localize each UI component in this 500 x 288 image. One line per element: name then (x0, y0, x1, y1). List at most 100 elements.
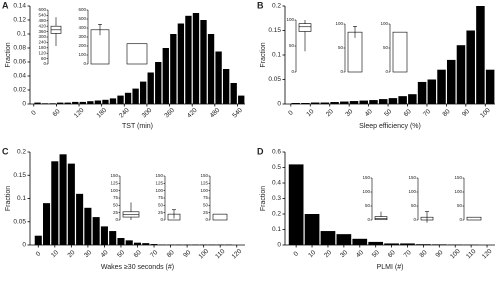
panel-label: B (257, 0, 264, 10)
x-tick-label: 70 (422, 108, 432, 118)
x-tick-label: 50 (371, 249, 381, 259)
x-tick-label: 50 (116, 249, 126, 259)
histogram-bar (84, 207, 92, 245)
y-tick-label: 0.5 (272, 164, 281, 171)
x-tick-label: 30 (344, 108, 354, 118)
inset-tick-label: 150 (155, 173, 163, 178)
inset-tick-label: 150 (110, 173, 118, 178)
histogram-bar (72, 101, 79, 104)
histogram-bar (57, 102, 64, 104)
histogram-bar (124, 92, 132, 104)
inset-tick-label: 200 (78, 43, 86, 48)
histogram-bar (139, 81, 147, 104)
inset-tick-label: 50 (338, 45, 344, 50)
x-tick-label: 20 (66, 249, 76, 259)
y-tick-label: 0.05 (13, 218, 26, 225)
panel-label: D (257, 146, 264, 156)
inset-tick-label: 100 (454, 189, 462, 194)
x-tick-label: 90 (434, 249, 444, 259)
histogram-bar (485, 69, 495, 104)
x-axis-title: PLMI (#) (377, 264, 404, 271)
histogram-bar (133, 242, 142, 245)
inset-tick-label: 0 (115, 217, 118, 222)
y-tick-label: 0.4 (272, 180, 281, 187)
inset-tick-label: 300 (78, 34, 86, 39)
inset-tick-label: 300 (38, 34, 46, 39)
x-tick-label: 30 (83, 249, 93, 259)
x-tick-label: 420 (186, 107, 199, 120)
x-tick-label: 40 (364, 108, 374, 118)
histogram-bar (87, 101, 94, 104)
x-tick-label: 100 (479, 107, 492, 120)
inset-tick-label: 25 (113, 210, 119, 215)
x-tick-label: 110 (465, 248, 478, 261)
inset-tick-label: 0 (291, 69, 294, 74)
x-tick-label: 40 (100, 249, 110, 259)
y-tick-label: 0.05 (268, 76, 281, 83)
inset-tick-label: 500 (78, 16, 86, 21)
inset-bar (466, 216, 482, 221)
x-tick-label: 480 (209, 107, 222, 120)
inset-tick-label: 100 (200, 188, 208, 193)
inset-tick-label: 75 (158, 195, 164, 200)
histogram-bar (109, 98, 117, 104)
inset-tick-label: 75 (113, 195, 119, 200)
histogram-bar (369, 100, 378, 104)
histogram-bar (349, 101, 359, 104)
histogram-bar (150, 244, 158, 245)
histogram-bar (456, 45, 466, 104)
inset-bar (126, 43, 148, 65)
inset-tick-label: 50 (457, 203, 463, 208)
inset-tick-label: 0 (205, 217, 208, 222)
inset-tick-label: 50 (113, 203, 119, 208)
histogram-bar (301, 103, 310, 104)
inset-tick-label: 600 (38, 7, 46, 12)
histogram-bar (320, 231, 336, 245)
x-tick-label: 120 (231, 248, 244, 261)
x-tick-label: 120 (73, 107, 86, 120)
y-tick-label: 0.6 (272, 149, 281, 156)
histogram-bar (336, 234, 352, 245)
x-tick-label: 40 (355, 249, 365, 259)
box-body (374, 216, 388, 221)
histogram-bar (378, 99, 388, 104)
x-tick-label: 540 (231, 107, 244, 120)
y-axis-title: Fraction (5, 42, 12, 67)
histogram-bar (100, 226, 108, 245)
histogram-bar (330, 102, 339, 104)
inset-tick-label: 50 (411, 203, 417, 208)
y-axis-title: Fraction (5, 186, 12, 211)
inset-tick-label: 100 (286, 17, 294, 22)
y-tick-label: 0.08 (13, 45, 26, 52)
y-axis-title: Fraction (260, 42, 267, 67)
histogram-bar (230, 83, 237, 104)
histogram-bar (67, 163, 75, 245)
x-axis-title: TST (min) (122, 123, 153, 130)
inset-bar (392, 31, 408, 73)
histogram-bar (94, 100, 102, 104)
inset-tick-label: 50 (289, 43, 295, 48)
histogram-bar (117, 238, 125, 245)
histogram-bar (117, 95, 124, 104)
histogram-bar (76, 193, 84, 245)
inset-bar (347, 31, 363, 73)
histogram-bar (192, 13, 200, 104)
y-tick-label: 0.1 (272, 52, 281, 59)
inset-tick-label: 0 (459, 217, 462, 222)
panel-label: C (2, 146, 9, 156)
histogram-bar (142, 243, 150, 245)
inset-tick-label: 100 (78, 52, 86, 57)
histogram-bar (51, 161, 59, 245)
histogram-bar (185, 15, 192, 104)
inset-tick-label: 180 (38, 45, 46, 50)
histogram-bar (79, 101, 86, 104)
inset-tick-label: 100 (110, 188, 118, 193)
histogram-bar (155, 62, 162, 104)
x-tick-label: 80 (166, 249, 176, 259)
x-tick-label: 0 (287, 109, 295, 117)
x-tick-label: 30 (339, 249, 349, 259)
histogram-bar (200, 20, 207, 104)
histogram-bar (368, 241, 384, 245)
histogram-bar (102, 99, 109, 104)
